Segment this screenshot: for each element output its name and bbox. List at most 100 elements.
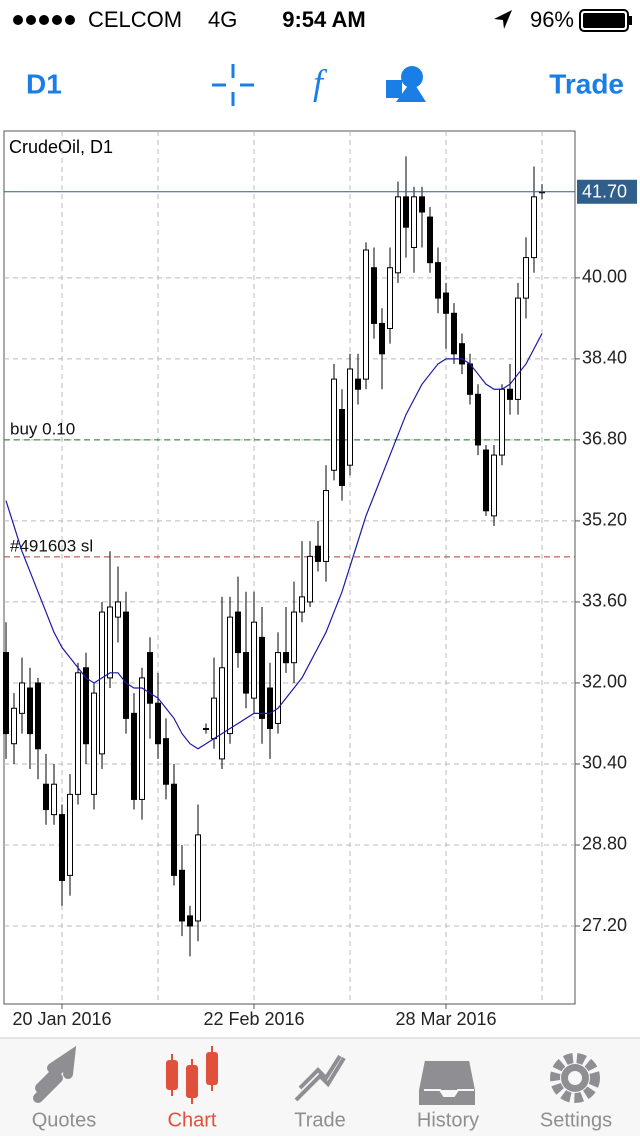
tab[interactable]: Settings xyxy=(540,1053,612,1131)
candle-body xyxy=(19,682,25,714)
x-tick-label: 22 Feb 2016 xyxy=(203,1009,304,1029)
tab-label: Quotes xyxy=(32,1109,96,1131)
plot-frame xyxy=(3,130,576,1005)
candle-body xyxy=(187,915,193,927)
order-label: #491603 sl xyxy=(10,536,93,555)
y-tick-label: 32.00 xyxy=(582,672,627,692)
battery-text: 96% xyxy=(530,7,574,32)
moving-average xyxy=(5,333,543,750)
tab-label: Settings xyxy=(540,1109,612,1131)
y-tick-label: 33.60 xyxy=(582,591,627,611)
candle-body xyxy=(91,692,97,795)
candle-body xyxy=(467,363,473,395)
tab-icon xyxy=(206,1052,218,1085)
candle-body xyxy=(523,257,529,299)
candle-body xyxy=(115,601,121,618)
candle-body xyxy=(123,611,129,719)
x-tick-label: 20 Jan 2016 xyxy=(12,1009,111,1029)
candle-body xyxy=(155,702,161,745)
order-label: buy 0.10 xyxy=(10,419,75,438)
tab[interactable]: History xyxy=(417,1059,479,1131)
status-bar: CELCOM 4G 9:54 AM 96% xyxy=(13,7,632,32)
candle-body xyxy=(307,555,313,603)
candle-body xyxy=(3,652,9,735)
candle-body xyxy=(275,652,281,724)
candle-body xyxy=(243,652,249,694)
candle-body xyxy=(315,545,321,562)
candle-body xyxy=(267,687,273,730)
tab-bar xyxy=(0,1038,640,1136)
candle-body xyxy=(491,454,497,517)
objects-button[interactable] xyxy=(386,66,426,102)
candle-body xyxy=(203,728,209,731)
candle-body xyxy=(371,267,377,324)
candle-body xyxy=(227,616,233,735)
candle-body xyxy=(147,652,153,704)
tab-icon xyxy=(568,1071,582,1085)
y-tick-label: 27.20 xyxy=(582,915,627,935)
tab-label: Chart xyxy=(168,1109,217,1131)
candle-body xyxy=(163,738,169,785)
candle-body xyxy=(219,667,225,760)
candle-body xyxy=(107,606,113,679)
candle-body xyxy=(411,196,417,248)
y-tick-label: 30.40 xyxy=(582,753,627,773)
chart-title: CrudeOil, D1 xyxy=(9,137,113,157)
y-tick-label: 35.20 xyxy=(582,510,627,530)
candle-body xyxy=(235,611,241,654)
candle-body xyxy=(483,449,489,512)
candle-body xyxy=(139,677,145,800)
candle-body xyxy=(323,490,329,562)
candle-body xyxy=(531,196,537,259)
candle-body xyxy=(475,393,481,446)
tab[interactable]: Trade xyxy=(294,1054,346,1131)
candle-body xyxy=(515,297,521,400)
candle-body xyxy=(35,682,41,750)
tab[interactable]: Chart xyxy=(166,1046,218,1131)
candle-body xyxy=(131,712,137,800)
candle-body xyxy=(355,378,361,390)
tab-icon xyxy=(33,1045,77,1103)
candle-body xyxy=(59,814,65,881)
candle-body xyxy=(427,216,433,264)
candle-body xyxy=(43,783,49,811)
time: 9:54 AM xyxy=(282,7,366,32)
trade-button[interactable]: Trade xyxy=(549,68,624,99)
candle-body xyxy=(283,652,289,664)
carrier: CELCOM xyxy=(88,7,182,32)
network: 4G xyxy=(208,7,237,32)
plot: 27.20 28.80 30.40 32.00 33.60 35.20 36.80 38.40… xyxy=(3,131,637,1029)
tab-icon xyxy=(417,1059,477,1107)
tab-icon xyxy=(550,1053,600,1103)
current-price-label: 41.70 xyxy=(582,182,627,202)
candle-body xyxy=(347,368,353,466)
tab[interactable]: Quotes xyxy=(32,1045,96,1131)
indicators-button[interactable]: f xyxy=(313,62,328,102)
candle-body xyxy=(443,292,449,314)
y-tick-label: 40.00 xyxy=(582,267,627,287)
tab-label: History xyxy=(417,1109,479,1131)
y-tick-label: 36.80 xyxy=(582,429,627,449)
candle-body xyxy=(299,596,305,613)
y-tick-label: 28.80 xyxy=(582,834,627,854)
toolbar: D1 f Trade xyxy=(26,62,624,106)
candle-body xyxy=(339,409,345,486)
candle-body xyxy=(459,343,465,365)
candle-body xyxy=(171,783,177,876)
candle-body xyxy=(331,378,337,471)
candle-body xyxy=(251,621,257,699)
tab-icon xyxy=(186,1065,198,1098)
crosshair-button[interactable] xyxy=(212,64,254,106)
candle-body xyxy=(419,196,425,213)
tabs: Quotes Chart Trade History Settings xyxy=(32,1045,612,1131)
candle-body xyxy=(507,388,513,400)
candle-body xyxy=(99,611,105,755)
candle-body xyxy=(395,196,401,274)
candle-body xyxy=(211,697,217,740)
timeframe-button[interactable]: D1 xyxy=(26,68,62,99)
current-price-box xyxy=(577,179,637,204)
candle-body xyxy=(179,869,185,922)
location-icon xyxy=(494,10,512,29)
